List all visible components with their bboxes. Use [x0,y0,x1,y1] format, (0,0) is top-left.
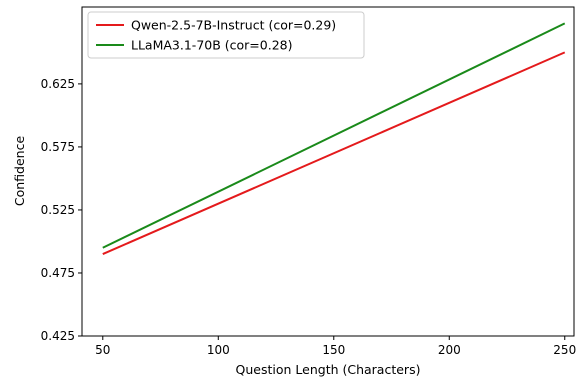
x-tick-label: 100 [207,343,230,357]
plot-area [81,6,575,337]
legend-box [87,11,365,59]
y-tick-label: 0.425 [41,329,75,343]
x-tick-label: 50 [95,343,110,357]
x-tick-label: 150 [322,343,345,357]
y-axis-label: Confidence [12,136,27,207]
y-tick-label: 0.625 [41,77,75,91]
series-lines [102,22,566,255]
y-tick-label: 0.575 [41,140,75,154]
series-line-qwen [102,51,566,255]
y-tick-label: 0.475 [41,266,75,280]
legend-label-qwen: Qwen-2.5-7B-Instruct (cor=0.29) [131,18,336,33]
legend: Qwen-2.5-7B-Instruct (cor=0.29) LLaMA3.1… [87,11,365,59]
legend-label-llama: LLaMA3.1-70B (cor=0.28) [131,38,293,53]
x-axis-ticks: 50 100 150 200 250 [95,336,576,357]
x-tick-label: 250 [553,343,576,357]
x-tick-label: 200 [438,343,461,357]
x-axis-label: Question Length (Characters) [236,362,421,377]
y-axis-ticks: 0.425 0.475 0.525 0.575 0.625 [41,77,82,343]
series-line-llama [102,22,566,249]
y-tick-label: 0.525 [41,203,75,217]
